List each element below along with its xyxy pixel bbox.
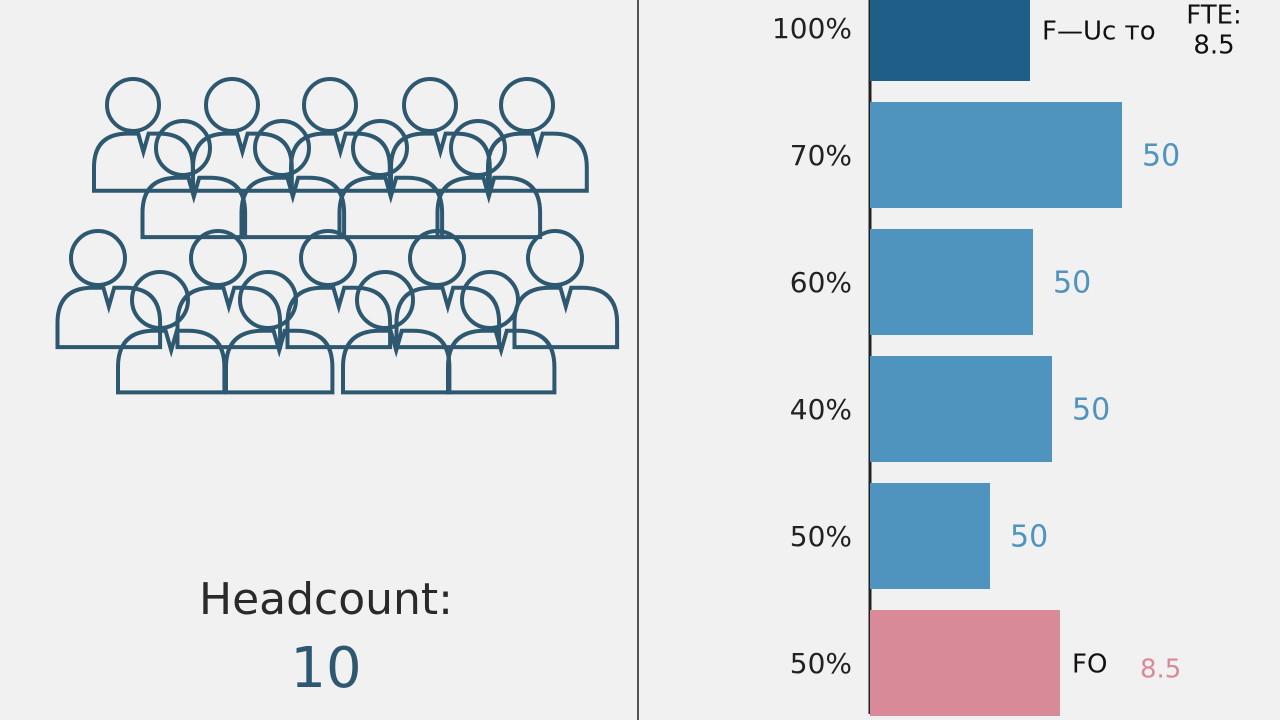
person-head: [408, 229, 466, 287]
bar: [870, 102, 1122, 208]
person-head: [238, 270, 298, 330]
person-head: [69, 229, 127, 287]
person-head: [499, 77, 555, 133]
bar: [870, 229, 1033, 335]
top-note: FTE:: [1186, 1, 1242, 31]
person-head: [130, 270, 190, 330]
headcount-value: 10: [290, 636, 361, 701]
people-icon: [55, 77, 620, 395]
person-head: [351, 119, 409, 177]
person-body: [55, 285, 163, 350]
person-body: [446, 328, 557, 395]
person-body: [224, 328, 335, 395]
headcount-label: Headcount:: [199, 574, 453, 625]
person-head: [302, 77, 358, 133]
bar: [870, 483, 990, 589]
person-body: [116, 328, 227, 395]
category-label: 50%: [790, 647, 852, 680]
bar-label: F—Uc то: [1042, 17, 1156, 47]
top-note: 8.5: [1193, 31, 1234, 61]
person-head: [253, 119, 311, 177]
person-head: [299, 229, 357, 287]
bar-label: 50: [1142, 139, 1180, 174]
bar-label: 50: [1010, 520, 1048, 555]
person-head: [449, 119, 507, 177]
person-head: [402, 77, 458, 133]
bar: [870, 356, 1052, 462]
person-body: [175, 285, 283, 350]
category-label: 70%: [790, 139, 852, 172]
category-label: 40%: [790, 393, 852, 426]
person-body: [92, 131, 195, 193]
person-body: [486, 131, 589, 193]
person-body: [435, 175, 543, 240]
person-head: [204, 77, 260, 133]
bar: [870, 610, 1060, 716]
bar-label: 50: [1053, 266, 1091, 301]
bar: [870, 0, 1030, 81]
bottom-note: 8.5: [1140, 655, 1181, 685]
person-head: [460, 270, 520, 330]
category-label: 100%: [772, 12, 852, 45]
person-body: [394, 285, 502, 350]
person-body: [289, 131, 392, 193]
person-head: [105, 77, 161, 133]
bar-label: 50: [1072, 393, 1110, 428]
person-body: [285, 285, 393, 350]
person-head: [355, 270, 415, 330]
category-label: 60%: [790, 266, 852, 299]
person-head: [526, 229, 584, 287]
bar-label: FO: [1072, 650, 1107, 680]
person-head: [154, 119, 212, 177]
category-label: 50%: [790, 520, 852, 553]
person-head: [189, 229, 247, 287]
